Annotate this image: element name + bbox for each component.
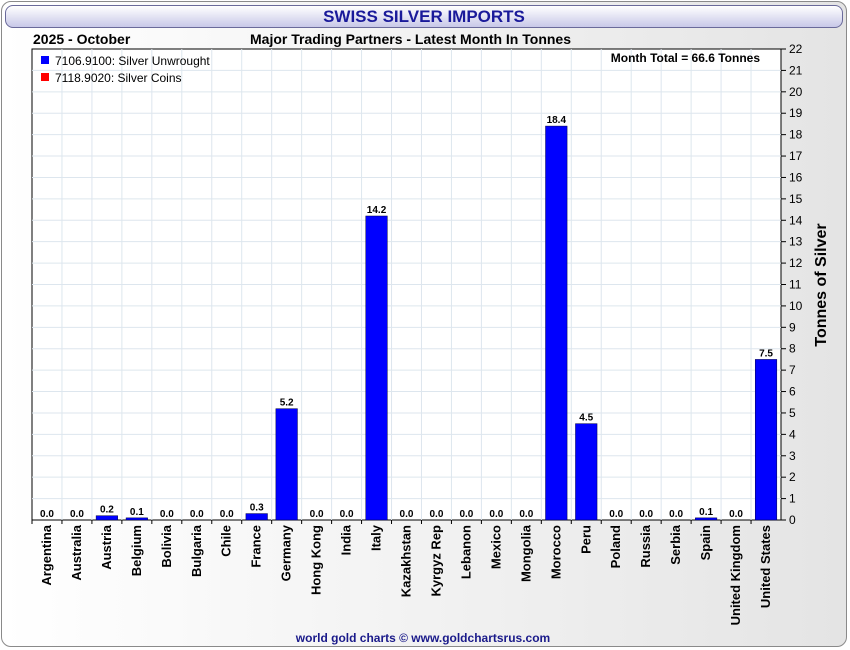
bar-spain xyxy=(695,517,718,521)
y-tick-label: 15 xyxy=(789,192,803,206)
x-tick-label: Australia xyxy=(69,524,84,580)
data-label: 0.3 xyxy=(250,503,264,514)
y-tick-label: 3 xyxy=(789,449,796,463)
x-tick-label: Lebanon xyxy=(458,525,473,579)
data-label: 0.0 xyxy=(729,509,743,520)
data-label: 0.0 xyxy=(519,509,533,520)
y-tick-label: 20 xyxy=(789,85,803,99)
legend-swatch-unwrought xyxy=(41,56,49,64)
x-axis: Argentina Australia Austria Belgium Bolivia B… xyxy=(31,520,773,625)
x-tick-label: Italy xyxy=(369,524,384,551)
y-tick-label: 7 xyxy=(789,363,796,377)
x-tick-label: Russia xyxy=(638,524,653,567)
x-tick-label: Poland xyxy=(608,525,623,568)
y-tick-label: 2 xyxy=(789,470,796,484)
bar-austria xyxy=(95,515,118,521)
y-tick-label: 18 xyxy=(789,128,803,142)
footer-credit: world gold charts © www.goldchartsrus.co… xyxy=(295,631,551,645)
legend-swatch-coins xyxy=(41,73,49,81)
bar-united-states xyxy=(754,359,778,521)
data-label: 4.5 xyxy=(579,413,593,424)
x-tick-label: India xyxy=(339,524,354,555)
grid-lines xyxy=(32,49,781,520)
y-tick-label: 22 xyxy=(789,42,803,56)
bar-belgium xyxy=(125,517,148,521)
data-label: 0.0 xyxy=(669,509,683,520)
data-label: 0.0 xyxy=(430,509,444,520)
data-label: 0.0 xyxy=(190,509,204,520)
x-tick-label: Argentina xyxy=(39,524,54,585)
x-tick-label: Peru xyxy=(578,525,593,554)
x-tick-label: Morocco xyxy=(548,525,563,579)
bar-peru xyxy=(575,423,598,521)
data-label: 0.0 xyxy=(489,509,503,520)
data-label: 0.0 xyxy=(70,509,84,520)
y-axis-label: Tonnes of Silver xyxy=(813,223,830,346)
y-tick-label: 0 xyxy=(789,513,796,527)
data-label: 0.0 xyxy=(220,509,234,520)
data-label: 0.0 xyxy=(40,509,54,520)
x-tick-label: Bulgaria xyxy=(189,524,204,577)
bar-france xyxy=(245,513,268,521)
bar-germany xyxy=(275,408,298,521)
y-tick-label: 8 xyxy=(789,342,796,356)
y-tick-label: 11 xyxy=(789,278,802,292)
y-tick-label: 19 xyxy=(789,106,803,120)
bar-morocco xyxy=(545,125,568,521)
x-tick-label: Mexico xyxy=(488,525,503,569)
y-tick-label: 1 xyxy=(789,492,796,506)
y-tick-label: 5 xyxy=(789,406,796,420)
x-tick-label: Hong Kong xyxy=(309,525,324,595)
legend-label-coins: 7118.9020: Silver Coins xyxy=(55,71,182,85)
data-label: 0.0 xyxy=(160,509,174,520)
data-label: 5.2 xyxy=(280,398,294,409)
y-tick-label: 16 xyxy=(789,170,803,184)
y-tick-label: 17 xyxy=(789,149,803,163)
data-label: 0.0 xyxy=(609,509,623,520)
data-labels-group: 0.0 0.0 0.2 0.1 0.0 0.0 0.0 0.3 5.2 0.0 0.0 14.2 0.0… xyxy=(40,115,773,520)
y-tick-label: 12 xyxy=(789,256,803,270)
y-tick-label: 21 xyxy=(789,63,803,77)
x-tick-label: Serbia xyxy=(668,524,683,565)
data-label: 0.0 xyxy=(310,509,324,520)
x-tick-label: United Kingdom xyxy=(728,525,743,625)
x-tick-label: Germany xyxy=(279,524,294,581)
bars-group xyxy=(95,125,778,521)
legend: 7106.9100: Silver Unwrought 7118.9020: S… xyxy=(41,54,210,85)
x-tick-label: United States xyxy=(758,525,773,608)
bar-italy xyxy=(365,215,388,521)
data-label: 0.0 xyxy=(639,509,653,520)
x-tick-label: Spain xyxy=(698,525,713,560)
x-tick-label: Bolivia xyxy=(159,524,174,567)
y-tick-label: 10 xyxy=(789,299,803,313)
data-label: 0.1 xyxy=(130,507,144,518)
x-tick-label: Kazakhstan xyxy=(399,525,414,597)
x-tick-label: France xyxy=(249,525,264,568)
x-tick-label: Kyrgyz Rep xyxy=(428,525,443,597)
data-label: 7.5 xyxy=(759,348,773,359)
data-label: 0.0 xyxy=(340,509,354,520)
y-tick-label: 14 xyxy=(789,213,803,227)
x-tick-label: Belgium xyxy=(129,525,144,576)
data-label: 0.0 xyxy=(400,509,414,520)
data-label: 0.0 xyxy=(459,509,473,520)
data-label: 0.1 xyxy=(699,507,713,518)
chart-period: 2025 - October xyxy=(33,31,131,47)
y-tick-label: 13 xyxy=(789,235,803,249)
y-tick-label: 6 xyxy=(789,385,796,399)
y-tick-label: 4 xyxy=(789,427,796,441)
month-total-annotation: Month Total = 66.6 Tonnes xyxy=(611,51,761,65)
data-label: 14.2 xyxy=(367,205,387,216)
x-tick-label: Mongolia xyxy=(518,524,533,582)
legend-label-unwrought: 7106.9100: Silver Unwrought xyxy=(55,54,210,68)
chart-title: SWISS SILVER IMPORTS xyxy=(5,5,843,28)
x-tick-label: Chile xyxy=(219,525,234,557)
data-label: 0.2 xyxy=(100,505,114,516)
data-label: 18.4 xyxy=(547,115,567,126)
y-tick-label: 9 xyxy=(789,320,796,334)
x-tick-label: Austria xyxy=(99,524,114,570)
chart-subtitle: Major Trading Partners - Latest Month In… xyxy=(250,31,571,47)
